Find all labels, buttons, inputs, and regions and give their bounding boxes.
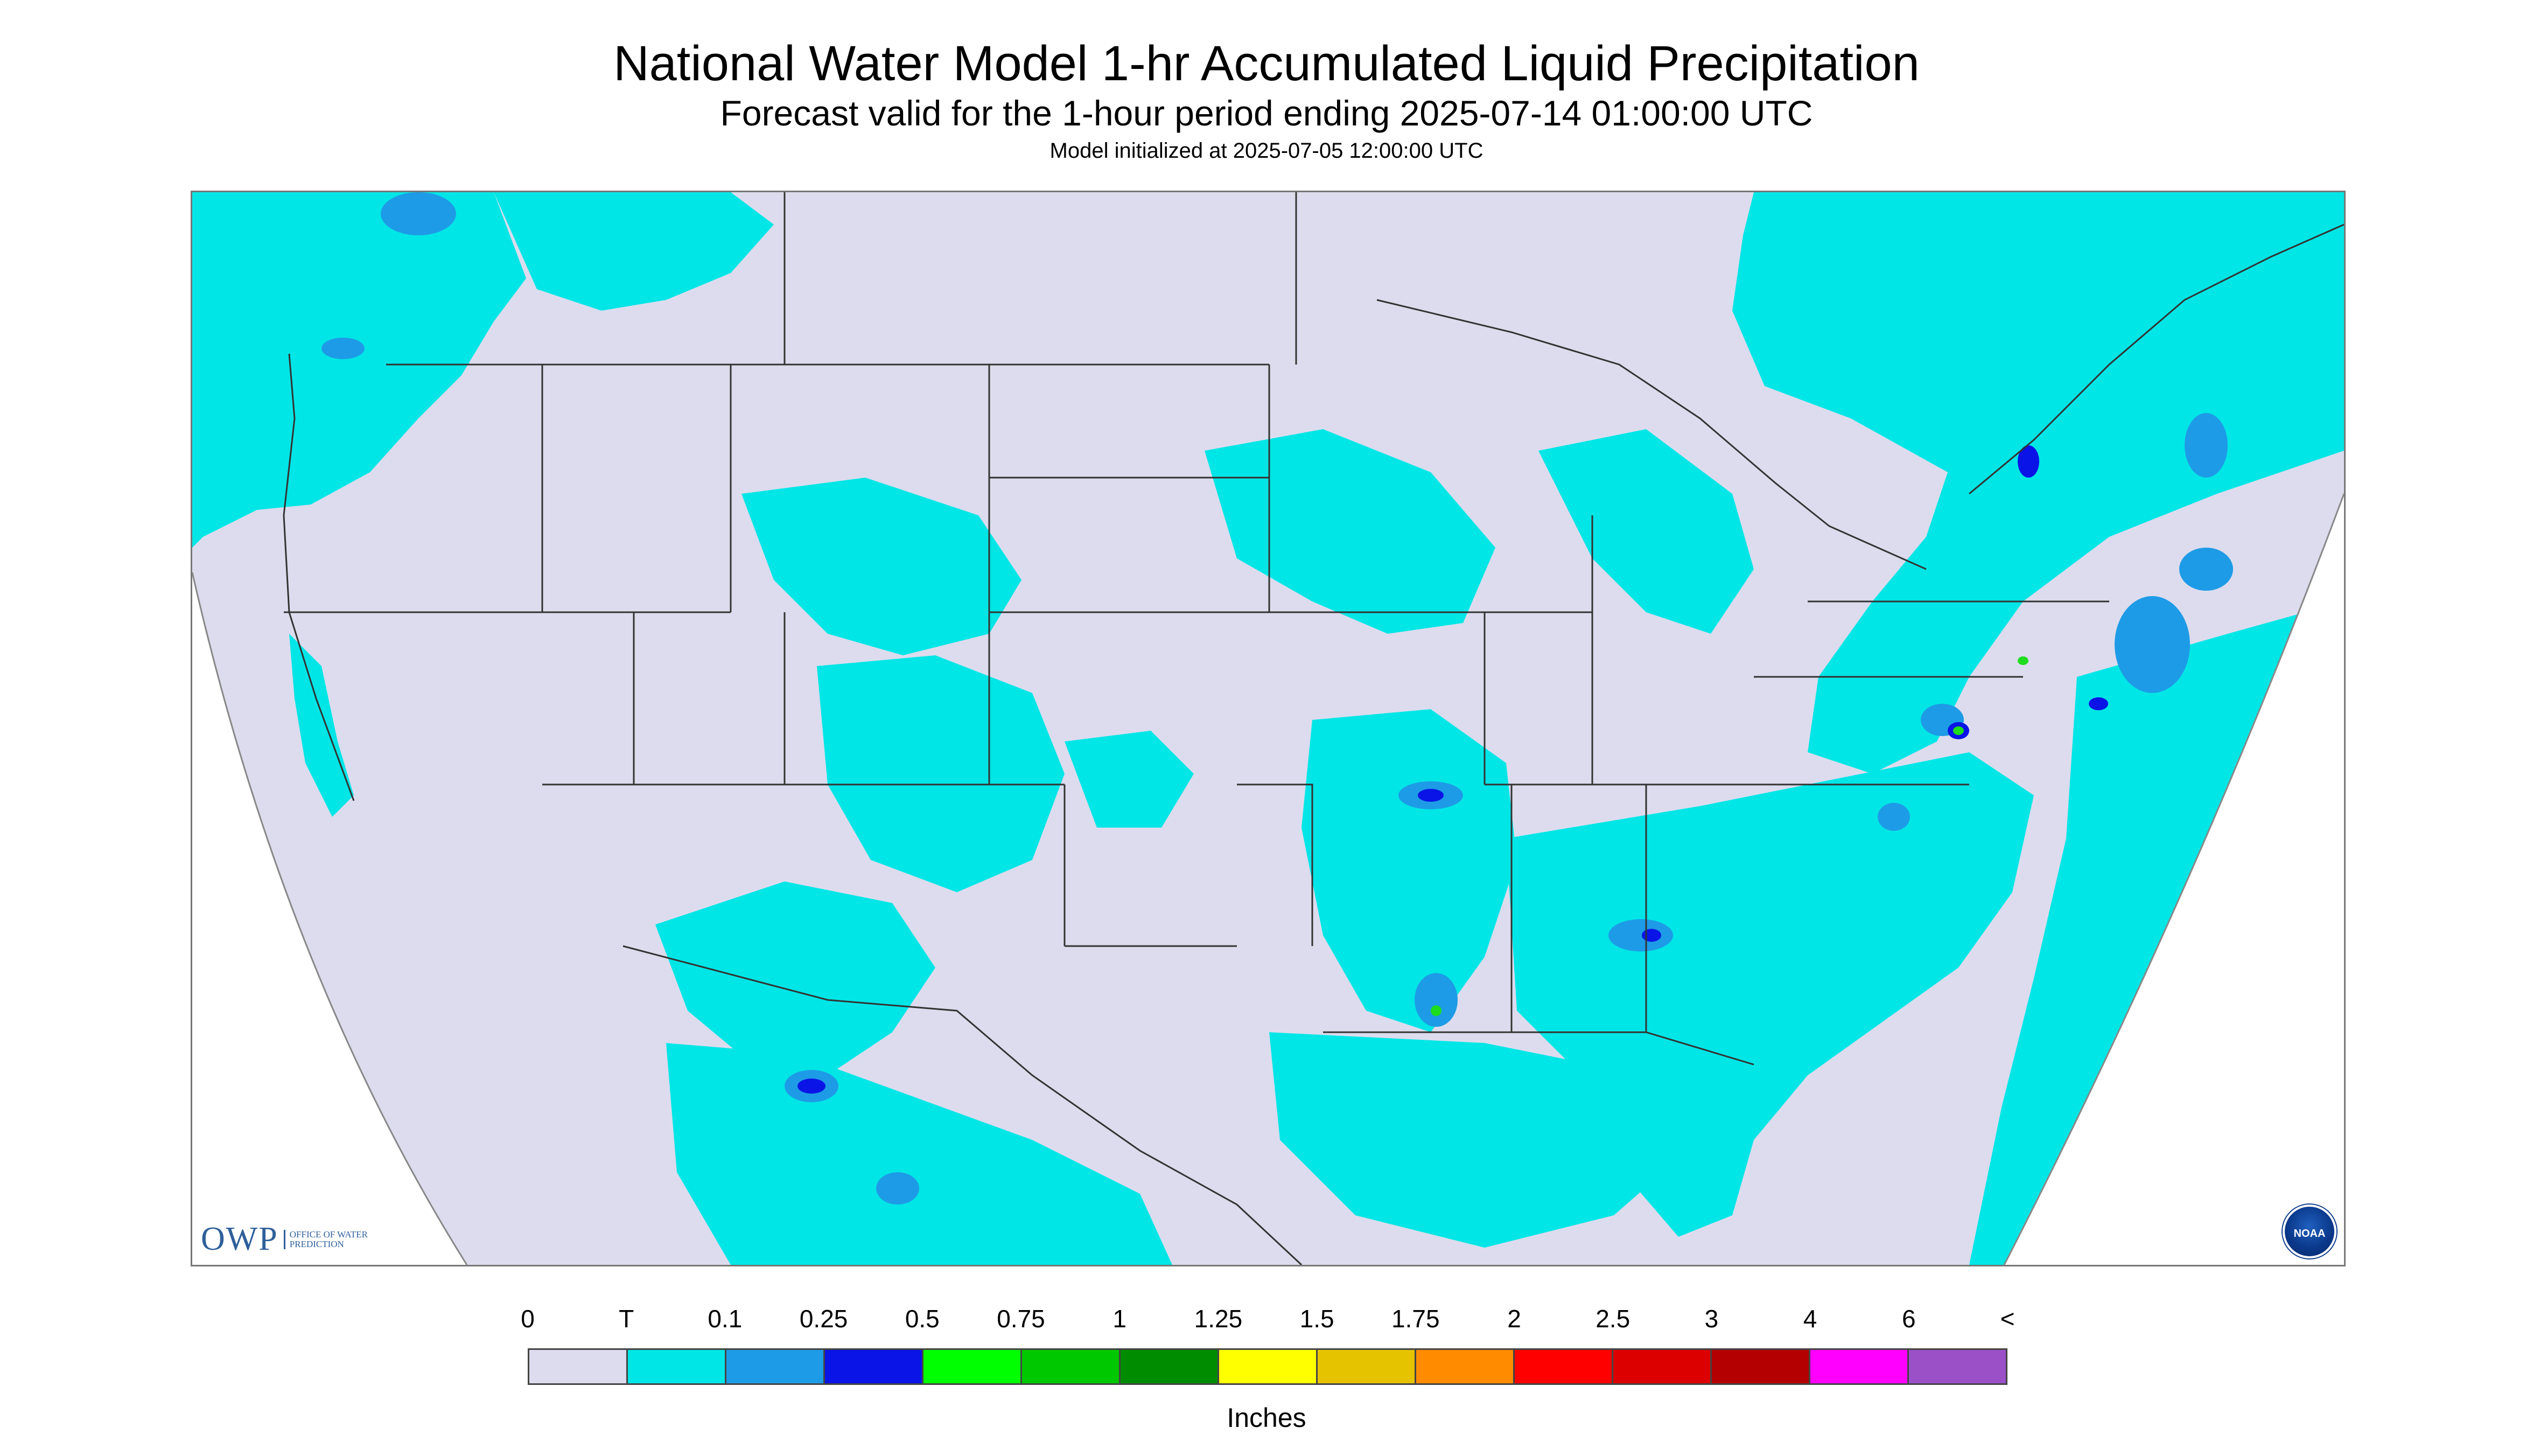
california-coast-precip [289, 634, 354, 817]
legend-swatch [1613, 1350, 1712, 1383]
legend-units: Inches [1227, 1403, 1306, 1433]
map-title: National Water Model 1-hr Accumulated Li… [613, 36, 1920, 91]
legend-swatch [825, 1350, 923, 1383]
map-subtitle: Forecast valid for the 1-hour period end… [720, 93, 1813, 133]
legend-swatch [1515, 1350, 1613, 1383]
green-precip-maxima [1431, 656, 2028, 1016]
dark-blue-precip-cores [797, 445, 2108, 1094]
model-init-line: Model initialized at 2025-07-05 12:00:00… [1049, 139, 1484, 163]
legend-swatch [726, 1350, 825, 1383]
owp-logo-subtext: Office of Water Prediction [283, 1229, 370, 1249]
legend-tick-label: 2 [1507, 1305, 1521, 1333]
legend-tick-label: T [619, 1305, 634, 1333]
mexico-precip [666, 1043, 1172, 1265]
legend-swatch [628, 1350, 726, 1383]
legend-swatch [1219, 1350, 1318, 1383]
legend-tick-label: 0.1 [708, 1305, 743, 1333]
trace-precip-areas [192, 192, 2344, 1265]
legend-tick-label: < [2000, 1305, 2015, 1333]
rockies-precip-1 [741, 478, 1021, 655]
legend-swatch [1810, 1350, 1909, 1383]
legend-tick-label: 1 [1112, 1305, 1126, 1333]
political-borders [283, 192, 2344, 1265]
great-lakes-precip [1538, 429, 1754, 634]
legend-tick-label: 0 [521, 1305, 535, 1333]
midsouth-precip [1302, 709, 1517, 1032]
owp-logo-text: OWP [201, 1221, 278, 1257]
precip-legend: 0 T 0.1 0.25 0.5 0.75 1 1.25 1.5 1.75 2 2.5 3 4 6 < [521, 1292, 2014, 1385]
legend-swatch [529, 1350, 628, 1383]
upper-midwest-precip [1205, 429, 1495, 634]
outside-domain-right [2004, 494, 2344, 1265]
domain-edge-left [192, 572, 468, 1265]
legend-tick-label: 0.5 [905, 1305, 940, 1333]
legend-tick-label: 4 [1803, 1305, 1817, 1333]
legend-swatch [1022, 1350, 1121, 1383]
canada-west-precip [494, 192, 774, 311]
legend-tick-label: 1.25 [1194, 1305, 1243, 1333]
legend-tick-label: 0.75 [997, 1305, 1045, 1333]
northeast-precip [1732, 192, 2344, 774]
map-canvas [192, 192, 2344, 1265]
legend-swatch [1416, 1350, 1515, 1383]
outside-domain-left [192, 572, 467, 1265]
legend-tick-label: 1.5 [1299, 1305, 1334, 1333]
gulf-precip [1269, 1032, 1700, 1248]
legend-swatch [1712, 1350, 1810, 1383]
legend-swatch [923, 1350, 1022, 1383]
precipitation-map: OWP Office of Water Prediction NOAA [191, 191, 2346, 1266]
pacific-northwest-precip [192, 192, 526, 548]
legend-swatch [1318, 1350, 1416, 1383]
legend-swatch [1121, 1350, 1219, 1383]
noaa-logo-text: NOAA [2293, 1228, 2326, 1240]
legend-color-bar [528, 1348, 2007, 1385]
domain-edge-right [2003, 493, 2344, 1265]
legend-tick-label: 3 [1704, 1305, 1719, 1333]
legend-swatch [1909, 1350, 2006, 1383]
southwest-precip [655, 881, 935, 1075]
legend-tick-label: 2.5 [1596, 1305, 1631, 1333]
owp-logo: OWP Office of Water Prediction [201, 1220, 370, 1258]
legend-tick-label: 1.75 [1391, 1305, 1440, 1333]
noaa-logo: NOAA [2283, 1205, 2336, 1258]
plains-precip [1065, 731, 1194, 828]
legend-tick-label: 6 [1902, 1305, 1916, 1333]
rockies-precip-2 [817, 655, 1065, 892]
legend-tick-label: 0.25 [799, 1305, 848, 1333]
